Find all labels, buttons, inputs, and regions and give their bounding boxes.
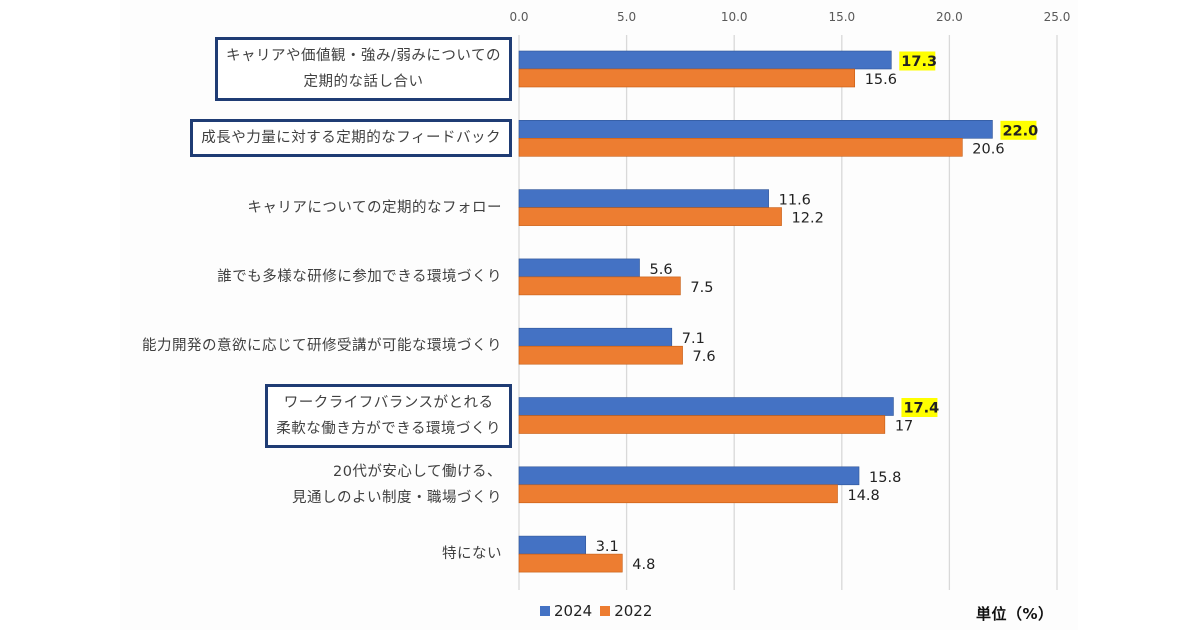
- x-tick-label: 25.0: [1044, 10, 1071, 24]
- x-tick-label: 20.0: [936, 10, 963, 24]
- data-label-2024: 17.4: [903, 401, 939, 417]
- data-label-highlight: [899, 51, 936, 71]
- chart-panel: [120, 0, 1078, 630]
- bar-2022: [518, 484, 838, 504]
- legend-label-2024: 2024: [554, 602, 593, 620]
- data-label-2024: 22.0: [1002, 123, 1038, 139]
- category-label: 特にない: [442, 541, 502, 567]
- category-label-line: 誰でも多様な研修に参加できる環境づくり: [217, 268, 502, 285]
- legend-item-2022: 2022: [600, 602, 652, 620]
- bar-2024: [518, 397, 894, 416]
- data-labels: 17.315.6 22.0 20.6 11.6 12.2 5.6 7.5 7.1 7.6 17.4…: [596, 51, 1038, 573]
- data-label-2022: 20.6: [972, 141, 1004, 157]
- x-tick-label: 5.0: [617, 10, 636, 24]
- gridlines: [518, 35, 1058, 590]
- data-label-2022: 17: [895, 419, 913, 435]
- data-label-2024: 5.6: [650, 262, 673, 278]
- data-label-2022: 12.2: [792, 211, 824, 227]
- category-label-line: 特にない: [442, 546, 502, 563]
- category-label-line: 20代が安心して働ける、: [332, 463, 502, 480]
- category-label-line: 柔軟な働き方ができる環境づくり: [276, 420, 501, 437]
- data-label-2022: 4.8: [632, 557, 655, 573]
- category-label: 能力開発の意欲に応じて研修受講が可能な環境づくり: [142, 333, 502, 359]
- bar-2024: [518, 189, 769, 208]
- data-label-highlight: [901, 398, 938, 417]
- category-label: キャリアについての定期的なフォロー: [247, 195, 502, 221]
- bar-2024: [518, 258, 640, 278]
- data-label-2024: 3.1: [596, 539, 619, 555]
- data-label-2024: 17.3: [901, 54, 937, 70]
- bars: [518, 50, 993, 573]
- x-tick-label: 10.0: [721, 10, 748, 24]
- x-tick-label: 0.0: [509, 10, 528, 24]
- bar-2022: [518, 138, 963, 157]
- bar-2022: [518, 68, 856, 88]
- category-label: キャリアや価値観・強み/弱みについての 定期的な話し合い: [215, 37, 512, 101]
- bar-2024: [518, 535, 587, 555]
- legend: 2024 2022: [540, 602, 652, 620]
- bar-2022: [518, 207, 782, 226]
- data-label-2024: 11.6: [779, 193, 811, 209]
- data-label-2022: 7.6: [693, 349, 716, 365]
- legend-label-2022: 2022: [614, 602, 653, 620]
- data-label-2022: 14.8: [847, 488, 879, 504]
- bar-2024: [518, 120, 993, 139]
- data-label-2022: 15.6: [865, 72, 897, 88]
- category-label-line: 能力開発の意欲に応じて研修受講が可能な環境づくり: [142, 338, 502, 355]
- category-label-line: キャリアについての定期的なフォロー: [247, 199, 502, 216]
- category-label: 誰でも多様な研修に参加できる環境づくり: [217, 264, 502, 290]
- category-label: 20代が安心して働ける、見通しのよい制度・職場づくり: [292, 459, 502, 511]
- category-label-line: キャリアや価値観・強み/弱みについての: [226, 48, 501, 64]
- category-label-line: 成長や力量に対する定期的なフィードバック: [201, 130, 501, 147]
- unit-label: 単位（%）: [976, 605, 1054, 623]
- legend-swatch-2022: [600, 606, 611, 616]
- bar-2024: [518, 327, 673, 347]
- category-label-line: 見通しのよい制度・職場づくり: [292, 489, 502, 506]
- bar-2022: [518, 415, 886, 434]
- x-tick-label: 15.0: [828, 10, 855, 24]
- data-label-2022: 7.5: [690, 280, 713, 296]
- category-label-line: ワークライフバランスがとれる: [283, 394, 494, 411]
- bar-2022: [518, 553, 623, 573]
- legend-swatch-2024: [540, 606, 550, 616]
- x-tick-labels: 0.0 5.0 10.0 15.0 20.0 25.0: [509, 10, 1070, 24]
- bar-2022: [518, 276, 681, 296]
- category-label-line: 定期的な話し合い: [303, 74, 424, 90]
- category-label: 成長や力量に対する定期的なフィードバック: [190, 119, 512, 158]
- data-label-2024: 15.8: [869, 470, 901, 486]
- category-label: ワークライフバランスがとれる 柔軟な働き方ができる環境づくり: [265, 383, 512, 448]
- bar-2022: [518, 345, 683, 365]
- data-label-2024: 7.1: [682, 331, 705, 347]
- legend-item-2024: 2024: [540, 602, 592, 620]
- bar-2024: [518, 50, 892, 70]
- bar-2024: [518, 466, 860, 486]
- data-label-highlight: [1000, 120, 1037, 140]
